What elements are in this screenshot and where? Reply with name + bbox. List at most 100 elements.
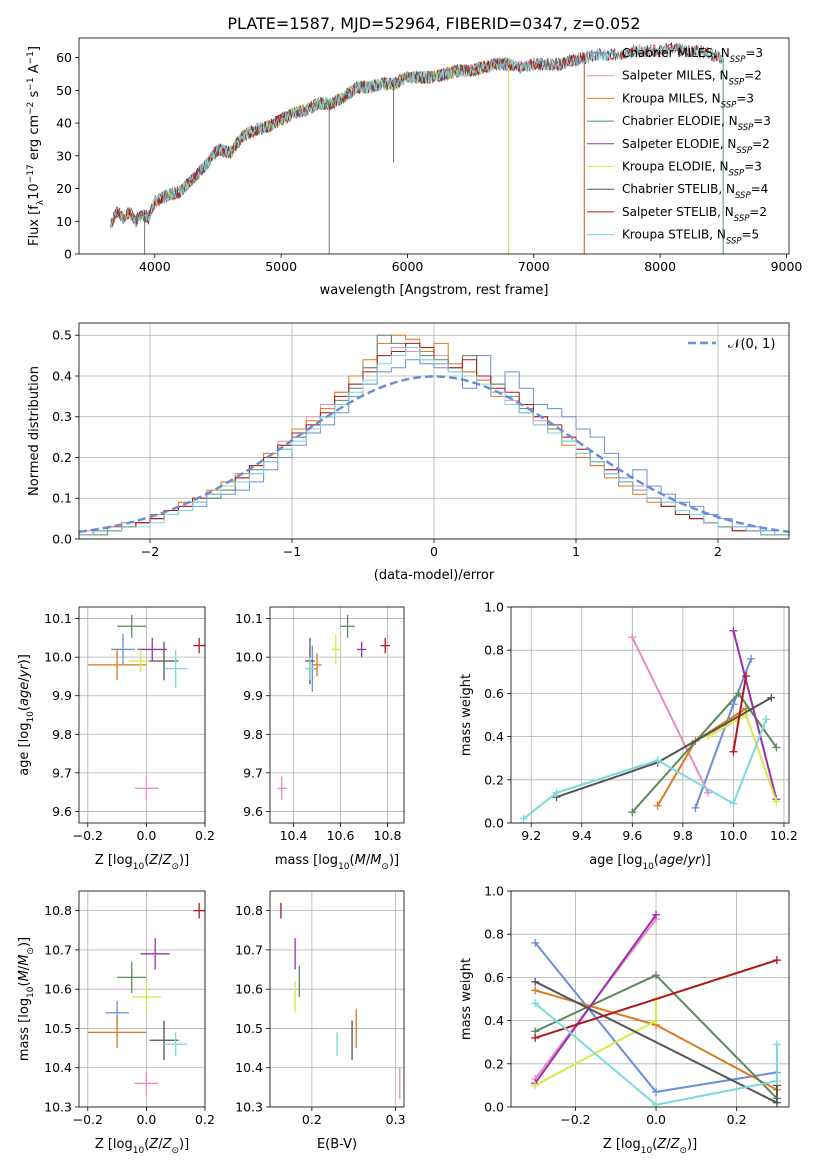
spectrum-line: [141, 57, 509, 223]
y-tick-label: 9.9: [243, 688, 263, 703]
plot-area: [110, 42, 724, 254]
x-tick-label: 2: [714, 544, 722, 559]
y-tick-label: 9.6: [243, 804, 263, 819]
y-tick-label: 10.4: [44, 1060, 72, 1075]
x-tick-label: 0.0: [136, 828, 156, 843]
label-part: Z [log: [95, 1137, 133, 1152]
spectrum-line: [141, 59, 509, 224]
label-part: 10: [642, 862, 654, 872]
label-part: −17: [26, 164, 36, 183]
label-part: /: [17, 677, 32, 682]
figure-title: PLATE=1587, MJD=52964, FIBERID=0347, z=0…: [227, 14, 640, 33]
label-part: s: [27, 90, 42, 101]
y-tick-label: 0.4: [484, 1013, 504, 1028]
plot-area: [280, 902, 401, 1100]
label-part: A: [27, 64, 42, 77]
x-tick-label: 0.2: [302, 1112, 322, 1127]
y-tick-label: 0.0: [52, 532, 72, 547]
x-tick-label: 8000: [644, 259, 676, 274]
y-tick-label: 10.8: [235, 903, 263, 918]
y-tick-label: 9.7: [243, 765, 263, 780]
x-tick-label: 0: [430, 544, 438, 559]
x-tick-label: 0.2: [727, 1112, 747, 1127]
y-tick-label: 10.7: [235, 942, 263, 957]
spectrum-line: [110, 44, 724, 228]
label-part: (: [652, 1137, 657, 1152]
legend-label: 𝒩(0, 1): [728, 337, 775, 352]
gaussian-curve: [79, 375, 789, 534]
x-tick-label: 10.6: [327, 828, 355, 843]
label-part: M: [355, 853, 366, 868]
label-part: λ: [36, 199, 46, 205]
axes-weight-vs-age: 9.2 9.4 9.6 9.8 10.0 10.2 0.0 0.2 0.4 0.6 0.8 1.0 ag…: [459, 600, 798, 873]
label-part: (: [17, 981, 32, 986]
legend-label-tail: =5: [742, 228, 760, 242]
y-tick-label: 10.5: [44, 1021, 72, 1036]
y-tick-label: 0: [64, 247, 72, 262]
x-axis-label: Z [log10(Z/Z⊙)]: [95, 853, 189, 872]
y-tick-label: 10.8: [44, 903, 72, 918]
label-part: mass weight: [459, 958, 474, 1040]
x-tick-label: 0.2: [195, 828, 215, 843]
x-tick-label: −0.2: [560, 1112, 590, 1127]
x-tick-label: 0.2: [195, 1112, 215, 1127]
label-part: −1: [26, 51, 36, 64]
label-part: )]: [17, 654, 32, 664]
y-tick-label: 10.1: [44, 611, 72, 626]
y-tick-label: 0.0: [484, 1100, 504, 1115]
label-part: ⊙: [381, 862, 389, 872]
x-tick-label: 0.0: [646, 1112, 666, 1127]
label-part: (: [144, 853, 149, 868]
x-tick-label: −0.2: [73, 1112, 103, 1127]
axes-spectrum: 4000 5000 6000 7000 8000 9000 0 10 20 30 40 50 60 wav…: [26, 37, 802, 298]
legend-label-tail: =2: [752, 137, 770, 151]
x-axis-label: age [log10(age/yr)]: [589, 853, 711, 872]
x-tick-label: 0.3: [386, 1112, 406, 1127]
y-tick-label: 10.0: [235, 650, 263, 665]
x-tick-label: 0.0: [136, 1112, 156, 1127]
x-tick-label: −2: [141, 544, 159, 559]
axes-frame: [78, 606, 206, 824]
label-part: 10: [27, 183, 42, 200]
y-tick-label: 40: [56, 116, 72, 131]
label-part: mass weight: [459, 674, 474, 756]
y-tick-label: 9.9: [52, 688, 72, 703]
y-axis-label: mass weight: [459, 674, 474, 756]
y-tick-label: 10.7: [44, 942, 72, 957]
legend-label-tail: =3: [744, 160, 762, 174]
label-part: (: [350, 853, 355, 868]
label-part: −1: [26, 77, 36, 90]
label-part: Z: [670, 1137, 681, 1152]
label-part: Z [log: [603, 1137, 641, 1152]
y-axis-label: Normed distribution: [27, 366, 42, 496]
x-tick-label: 10.8: [374, 828, 402, 843]
legend-label-tail: =2: [744, 69, 762, 83]
x-tick-label: 7000: [518, 259, 550, 274]
y-axis-label: age [log10(age/yr)]: [17, 654, 36, 776]
x-tick-label: 10.0: [719, 828, 747, 843]
y-tick-label: 30: [56, 148, 72, 163]
x-axis-label: Z [log10(Z/Z⊙)]: [95, 1137, 189, 1156]
legend-label-main: Chabrier STELIB, N: [622, 182, 735, 196]
x-tick-label: 4000: [139, 259, 171, 274]
label-part: mass [log: [17, 998, 32, 1061]
legend-label-sub: SSP: [736, 146, 752, 156]
y-tick-label: 0.2: [484, 772, 504, 787]
label-part: age [log: [589, 853, 642, 868]
y-tick-label: 9.8: [52, 727, 72, 742]
axes-frame: [510, 606, 790, 824]
y-tick-label: 10.1: [235, 611, 263, 626]
label-part: ⊙: [171, 862, 179, 872]
legend-label-sub: SSP: [735, 191, 751, 201]
legend-label-sub: SSP: [729, 78, 745, 88]
weight-line: [732, 630, 778, 800]
legend-label-main: Salpeter ELODIE, N: [622, 137, 736, 151]
y-tick-label: 10.3: [44, 1100, 72, 1115]
y-tick-label: 10: [56, 214, 72, 229]
x-tick-label: 9.8: [673, 828, 693, 843]
y-tick-label: 10.6: [44, 982, 72, 997]
label-part: )]: [179, 853, 189, 868]
y-tick-label: 20: [56, 181, 72, 196]
legend-label-tail: =4: [751, 182, 769, 196]
